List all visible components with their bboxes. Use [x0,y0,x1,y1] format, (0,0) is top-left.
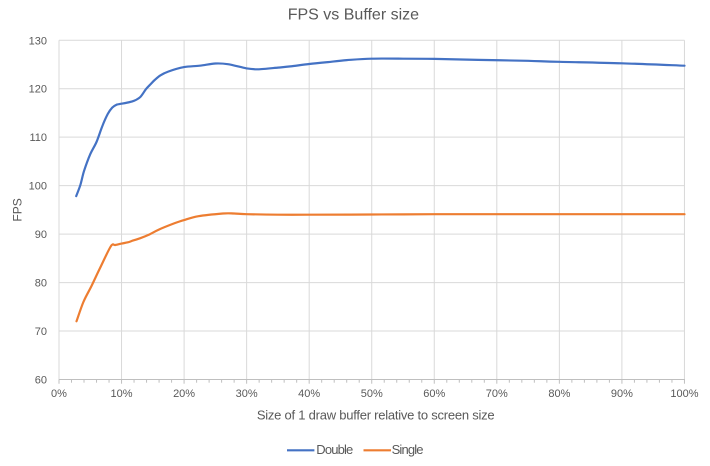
svg-text:Double: Double [316,442,353,457]
svg-text:10%: 10% [111,388,133,400]
svg-text:60: 60 [35,375,47,387]
svg-text:FPS: FPS [10,198,24,221]
svg-text:100: 100 [29,181,47,193]
svg-text:Size of 1 draw buffer relative: Size of 1 draw buffer relative to screen… [257,407,495,422]
svg-text:80: 80 [35,278,47,290]
svg-text:130: 130 [29,35,47,47]
svg-text:30%: 30% [236,388,258,400]
svg-text:70%: 70% [486,388,508,400]
svg-text:80%: 80% [548,388,570,400]
svg-text:40%: 40% [298,388,320,400]
svg-text:70: 70 [35,326,47,338]
svg-text:20%: 20% [173,388,195,400]
svg-text:FPS vs Buffer size: FPS vs Buffer size [288,6,419,23]
svg-text:0%: 0% [51,388,67,400]
svg-text:90: 90 [35,229,47,241]
svg-text:120: 120 [29,84,47,96]
svg-text:110: 110 [29,132,47,144]
svg-text:90%: 90% [611,388,633,400]
svg-text:100%: 100% [670,388,698,400]
svg-text:50%: 50% [361,388,383,400]
svg-text:Single: Single [392,442,424,457]
svg-text:60%: 60% [423,388,445,400]
